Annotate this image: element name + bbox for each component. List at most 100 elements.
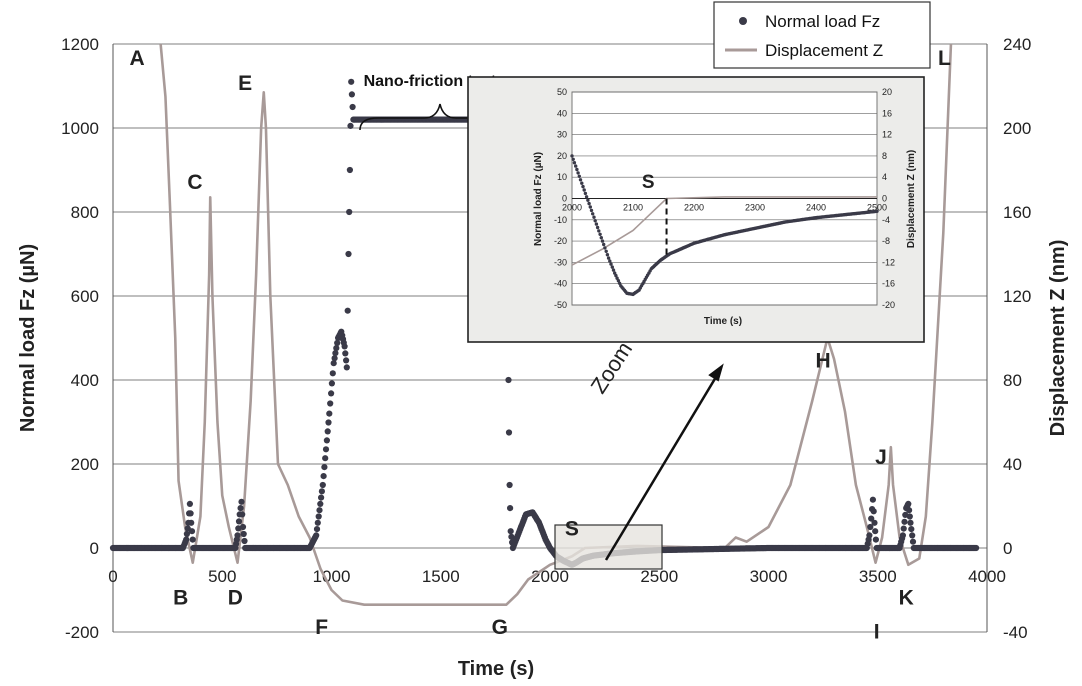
inset-normal-load-point — [576, 171, 580, 175]
normal-load-point — [900, 525, 907, 532]
normal-load-point — [183, 530, 190, 538]
inset-normal-load-point — [572, 161, 577, 165]
legend-label-displacement: Displacement Z — [765, 41, 883, 60]
y2-tick-label: -40 — [1003, 623, 1028, 642]
inset-y-tick-label: 0 — [562, 194, 567, 204]
normal-load-point — [239, 523, 247, 531]
inset-normal-load-point — [604, 249, 608, 253]
inset-normal-load-point — [588, 205, 592, 209]
normal-load-point — [329, 370, 336, 377]
normal-load-point — [318, 488, 325, 495]
inset-normal-load-point — [616, 279, 621, 283]
normal-load-point — [322, 455, 329, 462]
normal-load-point — [188, 528, 196, 535]
inset-y2-tick-label: -4 — [882, 215, 890, 225]
inset-normal-load-point — [583, 191, 588, 196]
normal-load-point — [907, 519, 914, 526]
inset-normal-load-point — [584, 195, 589, 199]
normal-load-point — [507, 505, 514, 512]
normal-load-point — [345, 250, 352, 258]
main-axes — [112, 44, 988, 632]
inset-normal-load-point — [571, 157, 575, 161]
normal-load-point — [505, 376, 512, 384]
normal-load-point — [330, 360, 337, 367]
normal-load-point — [186, 500, 193, 507]
inset-y2-tick-label: 4 — [882, 172, 887, 182]
normal-load-point — [315, 513, 322, 520]
normal-load-point — [326, 410, 333, 417]
y-tick-label: -200 — [65, 623, 99, 642]
y2-tick-label: 200 — [1003, 119, 1031, 138]
x-axis-label: Time (s) — [458, 658, 534, 680]
x-tick-label: 500 — [208, 567, 236, 586]
inset-annotation-label: S — [642, 172, 655, 193]
inset-normal-load-point — [598, 232, 602, 236]
y-axis-label: Normal load Fz (µN) — [17, 244, 39, 432]
y-tick-label: 0 — [90, 539, 99, 558]
inset-normal-load-point — [606, 256, 611, 260]
normal-load-point — [349, 103, 356, 111]
series-displacement-z — [159, 43, 953, 607]
normal-load-point — [314, 519, 321, 526]
normal-load-point — [344, 307, 351, 314]
y2-tick-label: 0 — [1003, 539, 1012, 558]
normal-load-point — [313, 532, 320, 539]
annotation-label: J — [875, 446, 887, 469]
inset-normal-load-point — [592, 215, 596, 219]
normal-load-point — [240, 530, 247, 538]
normal-load-point — [320, 473, 327, 480]
normal-load-point — [899, 532, 907, 539]
inset-normal-load-point — [611, 268, 616, 272]
inset-normal-load-point — [581, 184, 585, 189]
inset-normal-load-point — [586, 198, 590, 202]
normal-load-point — [324, 428, 331, 435]
inset-normal-load-point — [578, 178, 583, 182]
legend: Normal load Fz Displacement Z — [713, 1, 931, 69]
normal-load-point — [327, 400, 334, 407]
normal-load-point — [189, 536, 196, 543]
annotation-label: L — [938, 47, 951, 70]
x-tick-label: 1000 — [313, 567, 351, 586]
normal-load-point — [235, 525, 242, 532]
y-tick-label: 400 — [71, 371, 99, 390]
x-tick-label: 2000 — [531, 567, 569, 586]
normal-load-point — [507, 528, 514, 535]
inset-x-tick-label: 2300 — [745, 203, 765, 213]
normal-load-point — [346, 166, 353, 174]
annotation-label: G — [492, 616, 508, 639]
normal-load-point — [906, 513, 913, 520]
y2-tick-label: 240 — [1003, 35, 1031, 54]
inset-y-tick-label: 40 — [557, 108, 567, 118]
normal-load-point — [318, 494, 325, 501]
inset-normal-load-point — [580, 181, 584, 185]
normal-load-point — [235, 518, 243, 525]
zoom-arrow-head — [708, 363, 724, 382]
normal-load-point — [328, 380, 335, 387]
normal-load-point — [346, 208, 353, 216]
x-tick-label: 3000 — [750, 567, 788, 586]
y-tick-label: 1200 — [61, 35, 99, 54]
normal-load-point — [343, 357, 350, 364]
x-tick-label: 3500 — [859, 567, 897, 586]
legend-box — [713, 1, 931, 69]
y-tick-label: 200 — [71, 455, 99, 474]
inset-y2-tick-label: -16 — [882, 279, 895, 289]
normal-load-point — [348, 78, 355, 85]
x-tick-label: 0 — [108, 567, 117, 586]
normal-load-point — [183, 536, 190, 543]
annotation-label: E — [238, 72, 252, 95]
normal-load-point — [187, 510, 194, 517]
inset-normal-load-point — [605, 253, 610, 257]
inset-normal-load-point — [599, 236, 603, 240]
inset-normal-load-point — [587, 201, 591, 206]
inset-normal-load-point — [597, 229, 601, 233]
normal-load-point — [321, 464, 328, 471]
annotation-label: C — [187, 171, 202, 194]
inset-normal-load-point — [577, 174, 581, 178]
normal-load-point — [506, 481, 513, 489]
inset-y2-tick-label: -12 — [882, 257, 895, 267]
normal-load-point — [348, 91, 355, 98]
inset-y-tick-label: -30 — [554, 257, 567, 267]
inset-normal-load-point — [615, 276, 619, 280]
y-tick-label: 1000 — [61, 119, 99, 138]
